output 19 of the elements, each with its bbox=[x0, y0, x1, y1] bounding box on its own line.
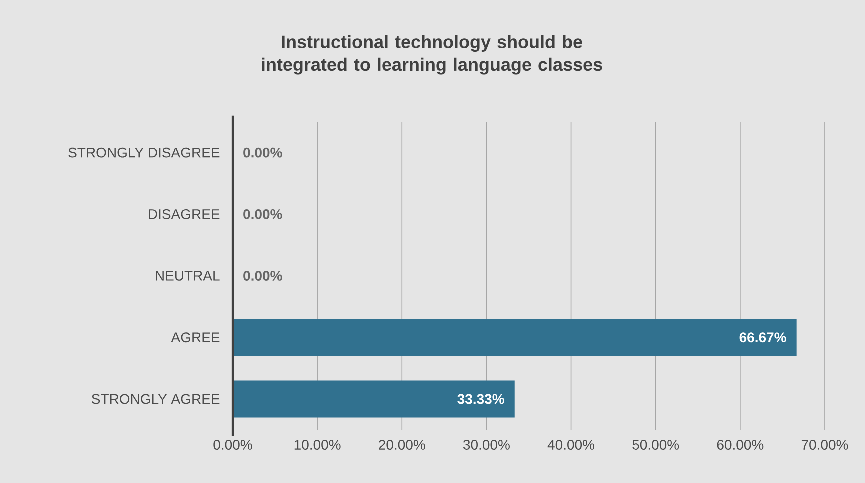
data-label: 0.00% bbox=[244, 209, 282, 220]
data-label: 0.00% bbox=[244, 271, 282, 281]
x-tick-label: 10.00% bbox=[294, 440, 341, 450]
data-label: 33.33% bbox=[458, 394, 504, 404]
data-label: 66.67% bbox=[740, 332, 786, 343]
data-label: 0.00% bbox=[244, 148, 282, 158]
x-tick-label: 70.00% bbox=[802, 440, 848, 450]
x-tick-label: 0.00% bbox=[214, 440, 252, 450]
x-tick-label: 40.00% bbox=[548, 440, 595, 450]
x-tick-label: 20.00% bbox=[379, 440, 426, 450]
y-tick-label: STRONGLY DISAGREE bbox=[68, 148, 220, 158]
chart-title: Instructional technology should be integrated to learning language classes bbox=[262, 35, 602, 75]
y-tick-label: NEUTRAL bbox=[156, 271, 220, 281]
y-tick-label: STRONGLY AGREE bbox=[92, 394, 220, 404]
x-tick-label: 50.00% bbox=[632, 440, 680, 450]
y-tick-label: DISAGREE bbox=[149, 209, 220, 220]
x-tick-label: 60.00% bbox=[717, 440, 764, 450]
x-tick-label: 30.00% bbox=[463, 440, 510, 450]
y-tick-label: AGREE bbox=[171, 332, 220, 343]
